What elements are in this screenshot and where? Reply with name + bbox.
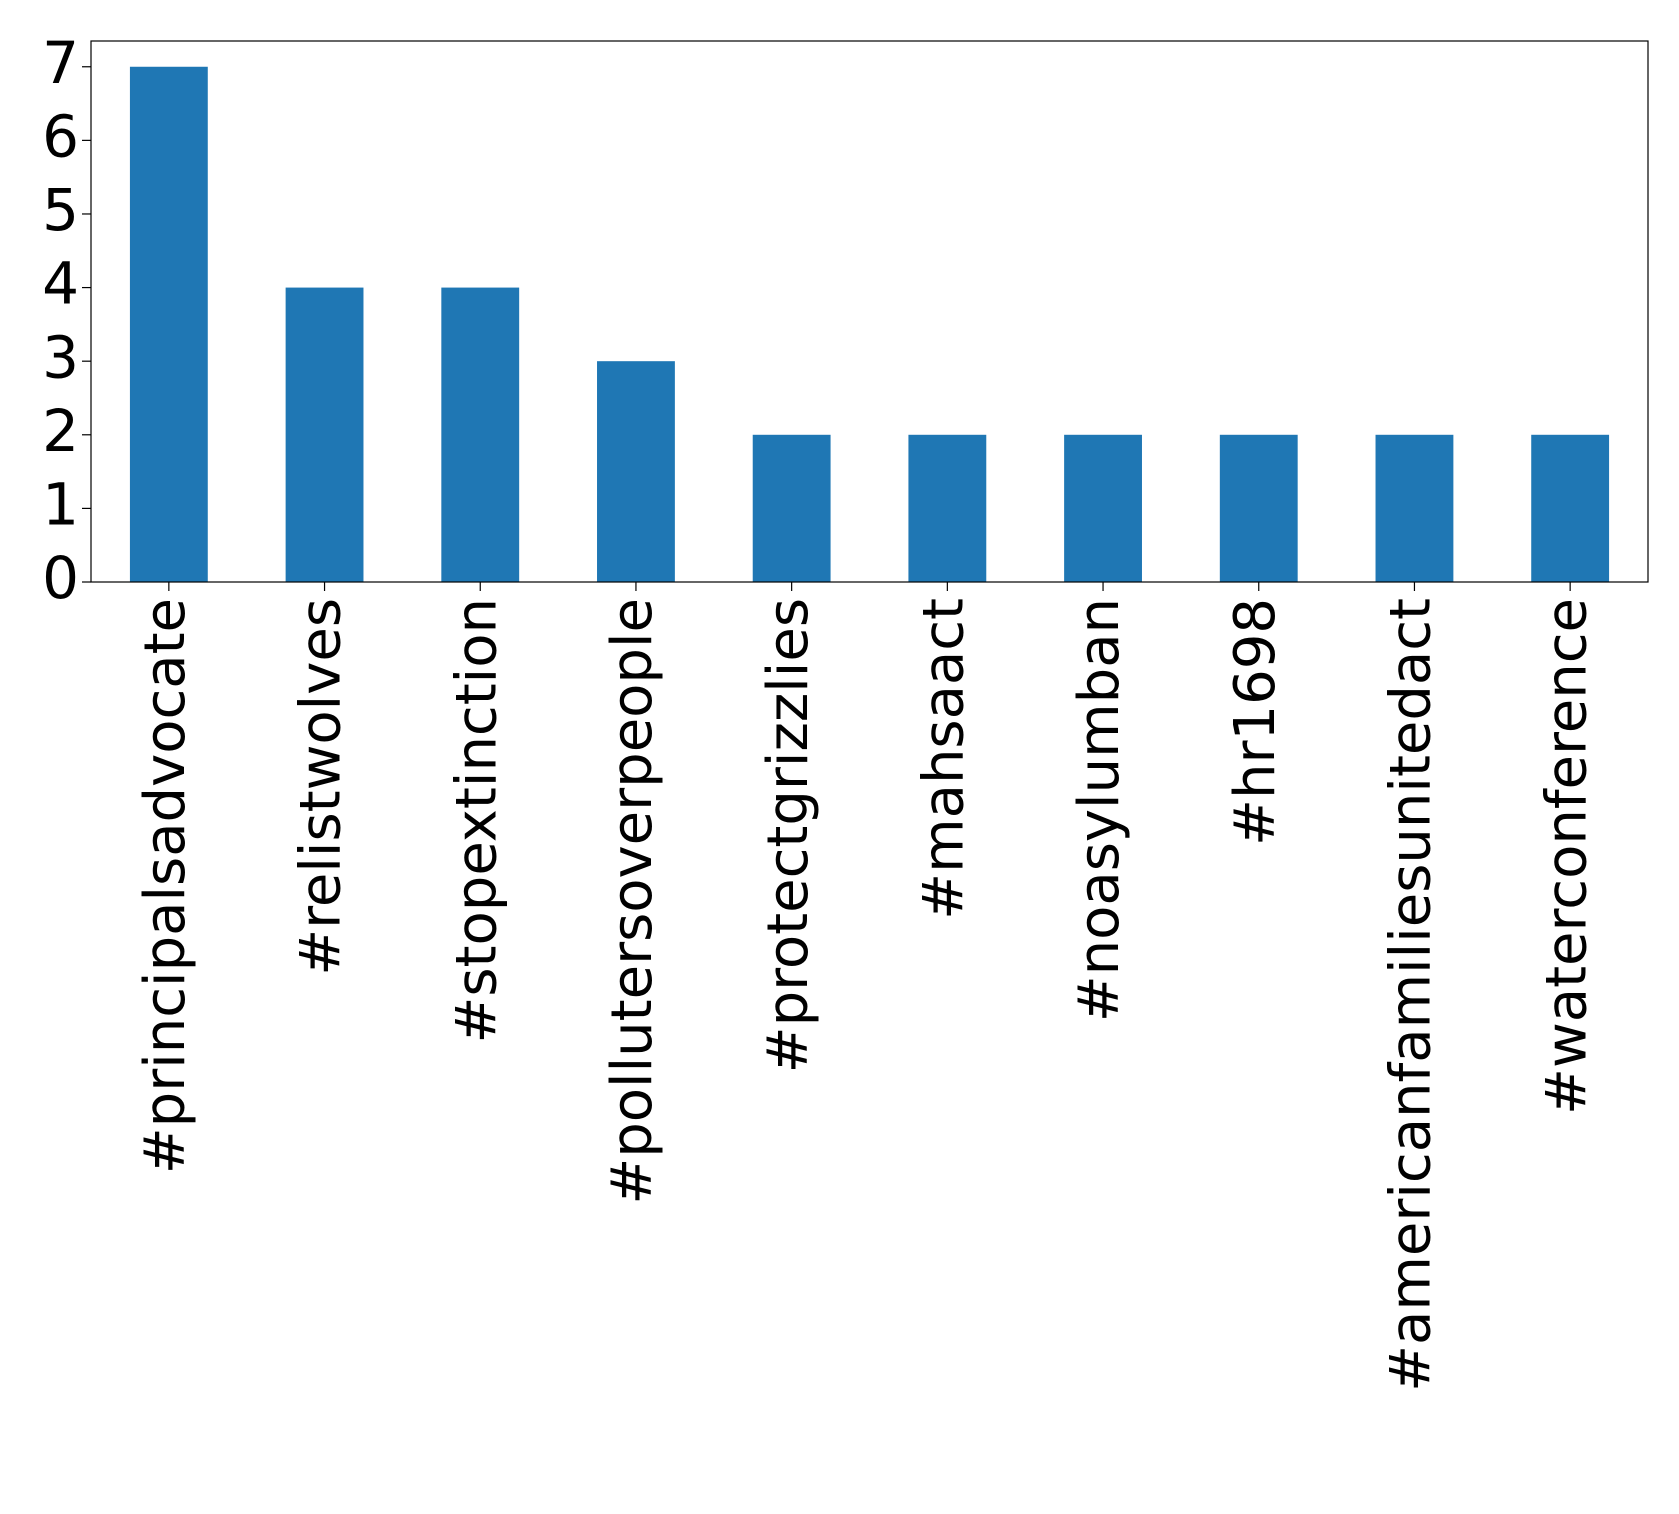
x-tick-label: #waterconference [1534,598,1599,1115]
x-tick-label: #americanfamiliesunitedact [1379,598,1444,1392]
x-tick-label: #protectgrizzlies [756,598,821,1073]
bar [129,66,208,582]
y-tick-label: 4 [42,250,79,318]
bar [908,434,987,582]
x-tick-label: #principalsadvocate [133,598,198,1174]
x-tick-label: #hr1698 [1223,598,1288,846]
y-tick-label: 1 [42,471,79,539]
bar [1375,434,1454,582]
y-tick-label: 5 [42,176,79,244]
y-tick-label: 0 [42,544,79,612]
x-tick-label: #noasylumban [1067,598,1132,1022]
y-tick-label: 7 [42,29,79,97]
x-tick-label: #stopextinction [444,598,509,1044]
x-tick-label: #pollutersoverpeople [600,598,665,1205]
y-tick-label: 6 [42,102,79,170]
bar [752,434,831,582]
bar [1531,434,1610,582]
y-tick-label: 2 [42,397,79,465]
bar [1219,434,1298,582]
bar [597,361,675,582]
x-tick-label: #mahsaact [911,598,976,920]
bar [441,287,520,582]
x-tick-label: #relistwolves [289,598,354,976]
bar [1064,434,1142,582]
y-tick-label: 3 [42,323,79,391]
bar [285,287,364,582]
plot-frame [90,40,1649,583]
